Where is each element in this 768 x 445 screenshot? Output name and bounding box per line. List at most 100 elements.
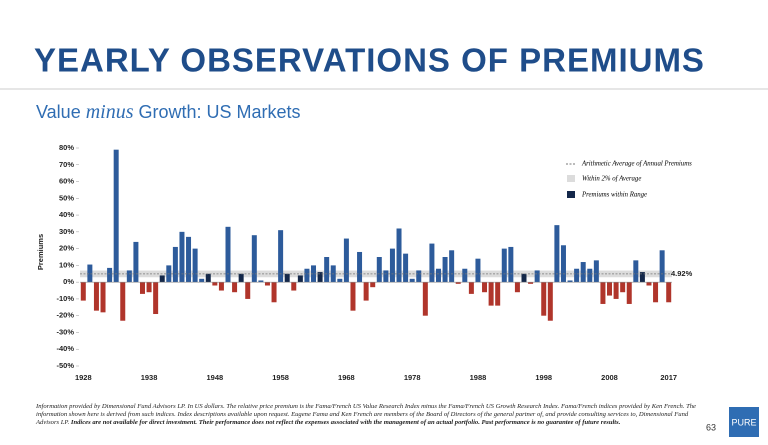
- bar: [370, 282, 376, 288]
- bar: [113, 149, 119, 283]
- bar: [383, 270, 389, 283]
- bar: [251, 235, 257, 283]
- bar: [646, 282, 652, 286]
- y-tick-label: 10%: [59, 260, 74, 269]
- slide-title: YEARLY OBSERVATIONS OF PREMIUMS: [34, 42, 705, 79]
- bar: [482, 282, 488, 293]
- y-tick-label: 60%: [59, 177, 74, 186]
- bar: [192, 248, 198, 283]
- bar: [238, 273, 244, 283]
- bar: [587, 268, 593, 283]
- y-tick-label: -10%: [56, 294, 74, 303]
- bar: [666, 282, 672, 303]
- bar: [449, 250, 455, 283]
- bar: [159, 275, 165, 283]
- bar: [264, 282, 270, 286]
- bar: [422, 282, 428, 316]
- x-tick-label: 1968: [338, 373, 355, 382]
- y-tick-label: 0%: [63, 277, 74, 286]
- bar: [357, 251, 363, 283]
- y-tick-label: 40%: [59, 210, 74, 219]
- bar: [232, 282, 238, 293]
- bar: [291, 282, 297, 291]
- bar: [534, 270, 540, 283]
- footnote: Information provided by Dimensional Fund…: [36, 403, 696, 428]
- bar: [600, 282, 606, 304]
- bar: [179, 231, 185, 283]
- bar: [172, 246, 178, 283]
- bar: [455, 282, 461, 284]
- x-tick-label: 1998: [535, 373, 552, 382]
- y-tick-label: 20%: [59, 244, 74, 253]
- bar: [547, 282, 553, 321]
- page-number: 63: [706, 422, 716, 432]
- legend-label: Premiums within Range: [581, 192, 647, 199]
- bar: [462, 268, 468, 283]
- bar: [120, 282, 126, 321]
- bar: [212, 282, 218, 286]
- x-tick-label: 1928: [75, 373, 92, 382]
- bar: [396, 228, 402, 283]
- y-tick-label: -40%: [56, 344, 74, 353]
- bar: [653, 282, 659, 303]
- bar: [607, 282, 613, 296]
- footnote-bold: Indices are not available for direct inv…: [70, 419, 621, 427]
- bar: [324, 257, 330, 283]
- bar: [363, 282, 369, 301]
- bar: [429, 243, 435, 283]
- bar: [416, 270, 422, 283]
- bar: [205, 273, 211, 283]
- logo-text: PURE: [731, 417, 756, 427]
- y-tick-label: 50%: [59, 193, 74, 202]
- bar: [337, 278, 343, 283]
- bar: [199, 278, 205, 283]
- bar: [633, 260, 639, 283]
- bar: [488, 282, 494, 306]
- bar: [580, 262, 586, 283]
- bar: [501, 248, 507, 283]
- y-tick-label: 80%: [59, 143, 74, 152]
- bar: [133, 241, 139, 283]
- bar: [304, 268, 310, 283]
- bar: [389, 248, 395, 283]
- x-tick-label: 2008: [601, 373, 618, 382]
- bar: [514, 282, 520, 293]
- y-tick-label: -20%: [56, 311, 74, 320]
- bar: [100, 282, 106, 313]
- bar: [107, 267, 113, 283]
- bar: [317, 272, 323, 283]
- bar: [574, 268, 580, 283]
- bar: [541, 282, 547, 316]
- bar: [567, 280, 573, 283]
- bar: [442, 257, 448, 283]
- bar: [475, 258, 481, 283]
- subtitle-part: Growth: US Markets: [139, 102, 301, 122]
- legend-range-swatch: [567, 191, 575, 198]
- bar: [613, 282, 619, 299]
- bar: [126, 270, 132, 283]
- bar: [435, 268, 441, 283]
- bar: [508, 246, 514, 283]
- x-tick-label: 1978: [404, 373, 421, 382]
- x-tick-label: 1988: [470, 373, 487, 382]
- bar: [560, 245, 566, 283]
- bar: [403, 253, 409, 283]
- bar: [93, 282, 99, 311]
- bar: [376, 257, 382, 283]
- bar: [218, 282, 224, 291]
- y-tick-label: -50%: [56, 361, 74, 370]
- bar: [554, 225, 560, 283]
- bar: [146, 282, 152, 293]
- bar: [528, 282, 534, 284]
- bar: [521, 273, 527, 283]
- bar: [350, 282, 356, 311]
- bar: [409, 278, 415, 283]
- bar: [311, 265, 317, 283]
- logo-box: [729, 407, 759, 437]
- bar: [284, 273, 290, 283]
- subtitle: Value minus Growth: US Markets: [36, 101, 301, 123]
- bar: [468, 282, 474, 294]
- y-axis-label: Premiums: [36, 234, 45, 270]
- x-tick-label: 2017: [660, 373, 677, 382]
